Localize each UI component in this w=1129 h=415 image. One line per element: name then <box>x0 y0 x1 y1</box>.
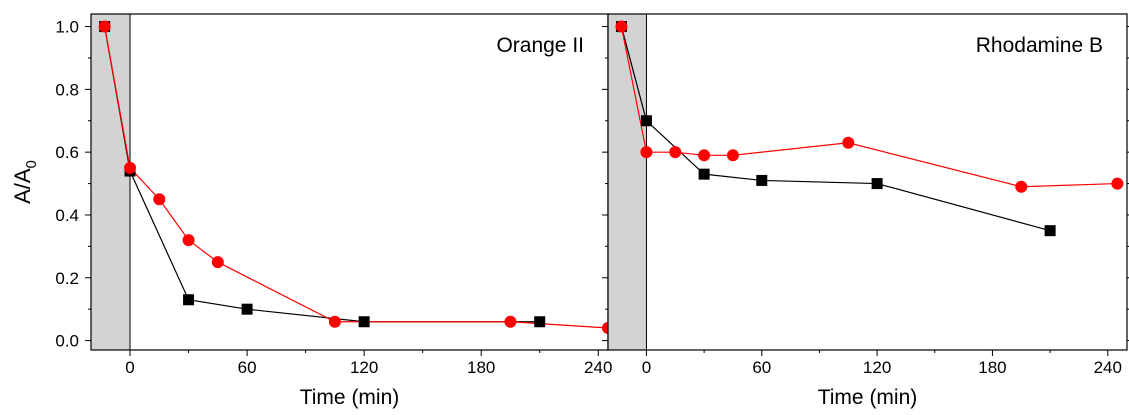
data-point-circle <box>124 161 137 174</box>
y-axis-label-subscript: 0 <box>23 160 40 168</box>
y-axis-label: A/A0 <box>10 160 40 204</box>
data-point-circle <box>615 20 628 33</box>
data-point-square <box>358 316 370 328</box>
x-tick-label: 60 <box>238 358 257 377</box>
x-tick-label: 240 <box>584 358 612 377</box>
x-tick-label: 240 <box>1094 358 1122 377</box>
data-point-square <box>756 174 768 186</box>
data-point-circle <box>98 20 111 33</box>
data-point-square <box>698 168 710 180</box>
series-line-square <box>104 26 540 323</box>
data-point-circle <box>328 315 341 328</box>
data-point-square <box>640 115 652 127</box>
data-point-circle <box>1111 177 1124 190</box>
data-point-circle <box>1015 180 1028 193</box>
data-point-square <box>871 178 883 190</box>
data-point-circle <box>842 136 855 149</box>
y-tick-label: 0.8 <box>55 80 79 99</box>
y-tick-label: 0.2 <box>55 269 79 288</box>
series-line-square <box>620 26 1051 232</box>
x-tick-label: 0 <box>642 358 651 377</box>
dark-region-shade <box>91 14 131 350</box>
panel-label: Orange II <box>496 34 584 57</box>
y-tick-label: 0.6 <box>55 143 79 162</box>
data-point-circle <box>640 146 653 159</box>
y-tick-label: 0.0 <box>55 332 79 351</box>
chart-panel-2: 0 60 120 180 240 Rhodamine B Time (min) <box>602 13 1129 409</box>
x-tick-label: 60 <box>752 358 771 377</box>
chart-panel-1: 0 60 120 180 240 0.0 0.2 0.4 0.6 0.8 1.0 Orange II T… <box>10 13 614 409</box>
data-point-square <box>241 303 253 315</box>
y-tick-label: 1.0 <box>55 18 79 37</box>
plot-frame <box>607 13 1128 351</box>
series-line-circle <box>104 26 609 329</box>
dark-region-shade <box>608 14 647 350</box>
data-point-square <box>183 294 195 306</box>
data-point-circle <box>211 256 224 269</box>
x-tick-label: 180 <box>467 358 495 377</box>
data-point-circle <box>669 146 682 159</box>
data-point-circle <box>153 193 166 206</box>
data-point-circle <box>182 234 195 247</box>
y-tick-label: 0.4 <box>55 206 79 225</box>
data-point-square <box>534 316 546 328</box>
x-tick-label: 120 <box>350 358 378 377</box>
x-tick-label: 180 <box>978 358 1006 377</box>
panel-label: Rhodamine B <box>976 34 1103 57</box>
x-tick-label: 120 <box>863 358 891 377</box>
x-axis-label: Time (min) <box>300 386 400 409</box>
data-point-circle <box>698 149 711 162</box>
data-point-circle <box>726 149 739 162</box>
data-point-square <box>1044 225 1056 237</box>
plot-frame <box>90 13 609 351</box>
data-point-circle <box>504 315 517 328</box>
x-tick-label: 0 <box>125 358 134 377</box>
x-axis-label: Time (min) <box>818 386 918 409</box>
y-axis-label-main: A/A <box>10 168 35 204</box>
